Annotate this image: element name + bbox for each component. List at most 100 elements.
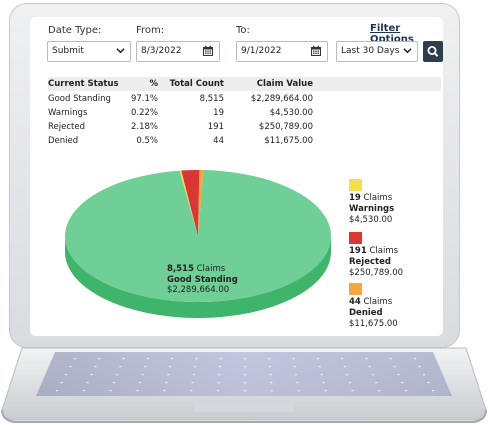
cell-status: Denied bbox=[48, 136, 79, 146]
keyboard-key bbox=[194, 366, 197, 368]
date-range-select[interactable]: Last 30 Days bbox=[336, 41, 418, 62]
keyboard-key bbox=[146, 358, 149, 360]
keyboard-key bbox=[343, 366, 346, 368]
keyboard-key bbox=[405, 390, 408, 392]
keyboard-key bbox=[423, 374, 425, 376]
keyboard-key bbox=[219, 358, 222, 360]
pie-slice-rejected bbox=[181, 169, 200, 236]
keyboard-key bbox=[268, 366, 271, 368]
laptop-keyboard-base bbox=[1, 347, 487, 423]
keyboard-key bbox=[74, 358, 76, 360]
pie-label-line1: 8,515 Claims bbox=[167, 264, 238, 275]
date-range-value: Last 30 Days bbox=[341, 46, 400, 56]
header-status: Current Status bbox=[48, 79, 119, 89]
keyboard-key bbox=[393, 366, 396, 368]
pie-side-wall bbox=[65, 236, 331, 318]
screen: Date Type: From: To: Filter Options Subm… bbox=[30, 17, 443, 336]
keyboard-key bbox=[414, 358, 416, 360]
cell-value: $250,789.00 bbox=[258, 122, 313, 132]
keyboard-key bbox=[65, 374, 67, 376]
to-date-value: 9/1/2022 bbox=[241, 46, 282, 56]
search-button[interactable] bbox=[423, 41, 443, 62]
keyboard-key bbox=[136, 390, 139, 392]
keyboard-key bbox=[292, 358, 295, 360]
keyboard-key bbox=[401, 382, 404, 384]
keyboard-key bbox=[389, 358, 392, 360]
chevron-down-icon bbox=[116, 48, 125, 54]
pie-label-count: 8,515 bbox=[167, 264, 194, 274]
keyboard-key bbox=[270, 382, 273, 384]
search-icon bbox=[427, 46, 439, 57]
keyboard-key bbox=[217, 382, 220, 384]
cell-count: 8,515 bbox=[199, 94, 224, 104]
cell-value: $11,675.00 bbox=[264, 136, 313, 146]
keyboard-key bbox=[195, 358, 198, 360]
keyboard-key bbox=[295, 374, 298, 376]
keyboard-key bbox=[144, 366, 147, 368]
to-date-input[interactable]: 9/1/2022 bbox=[236, 41, 328, 62]
keyboard-key bbox=[418, 366, 421, 368]
legend-name: Warnings bbox=[349, 204, 395, 214]
legend-unit: Claims bbox=[369, 246, 399, 256]
pie-slice-good-standing bbox=[65, 170, 332, 303]
keyboard-key bbox=[167, 374, 170, 376]
pie-label-name: Good Standing bbox=[167, 274, 238, 285]
keyboard-key bbox=[217, 390, 220, 392]
pie-label-good-standing: 8,515 Claims Good Standing $2,289,664.00 bbox=[167, 264, 238, 296]
keyboard-key bbox=[375, 382, 378, 384]
keyboard-key bbox=[171, 358, 174, 360]
legend-count: 44 bbox=[349, 297, 361, 307]
keyboard-key bbox=[371, 374, 374, 376]
date-type-select[interactable]: Submit bbox=[47, 41, 131, 62]
keyboard-key bbox=[119, 366, 122, 368]
keyboard-key bbox=[297, 390, 300, 392]
keyboard-key bbox=[365, 358, 368, 360]
keyboard-key bbox=[397, 374, 400, 376]
keyboard-key bbox=[86, 382, 89, 384]
keyboard-key bbox=[98, 358, 101, 360]
keyboard-key bbox=[368, 366, 371, 368]
legend-count: 19 bbox=[349, 193, 361, 203]
from-date-input[interactable]: 8/3/2022 bbox=[136, 41, 220, 62]
cell-value: $2,289,664.00 bbox=[250, 94, 313, 104]
keyboard-key bbox=[322, 382, 325, 384]
cell-count: 19 bbox=[213, 108, 224, 118]
keyboard-key bbox=[122, 358, 125, 360]
keyboard-key bbox=[244, 374, 246, 376]
cell-value: $4,530.00 bbox=[269, 108, 313, 118]
cell-count: 44 bbox=[213, 136, 224, 146]
pie-slice-denied bbox=[198, 170, 204, 236]
legend-name: Denied bbox=[349, 308, 383, 318]
legend-unit: Claims bbox=[363, 193, 393, 203]
chevron-down-icon bbox=[403, 48, 412, 54]
keyboard-key bbox=[269, 374, 272, 376]
legend-swatch-warnings bbox=[349, 179, 362, 191]
calendar-icon[interactable] bbox=[310, 45, 322, 57]
keyboard-key bbox=[191, 382, 194, 384]
keyboard-key bbox=[116, 374, 119, 376]
keyboard-key bbox=[244, 366, 246, 368]
keyboard-key bbox=[165, 382, 168, 384]
keyboard-key bbox=[320, 374, 323, 376]
calendar-icon[interactable] bbox=[202, 45, 214, 57]
header-count: Total Count bbox=[169, 79, 224, 89]
keyboard-key bbox=[60, 382, 63, 384]
keyboard-key bbox=[296, 382, 299, 384]
cell-status: Rejected bbox=[48, 122, 85, 132]
legend-warnings: 19 Claims Warnings $4,530.00 bbox=[349, 193, 394, 226]
legend-denied: 44 Claims Denied $11,675.00 bbox=[349, 297, 398, 330]
legend-swatch-rejected bbox=[349, 232, 362, 244]
legend-unit: Claims bbox=[363, 297, 393, 307]
keyboard-key bbox=[316, 358, 319, 360]
filter-options-link[interactable]: Filter Options bbox=[370, 23, 414, 45]
keyboard-key bbox=[69, 366, 72, 368]
keyboard-key bbox=[94, 366, 97, 368]
cell-pct: 97.1% bbox=[130, 94, 158, 104]
keyboard-key bbox=[141, 374, 144, 376]
keyboard-key bbox=[432, 390, 434, 392]
keyboard-key bbox=[109, 390, 112, 392]
cell-pct: 0.22% bbox=[130, 108, 158, 118]
keyboard-key bbox=[293, 366, 296, 368]
keyboard-key bbox=[190, 390, 193, 392]
